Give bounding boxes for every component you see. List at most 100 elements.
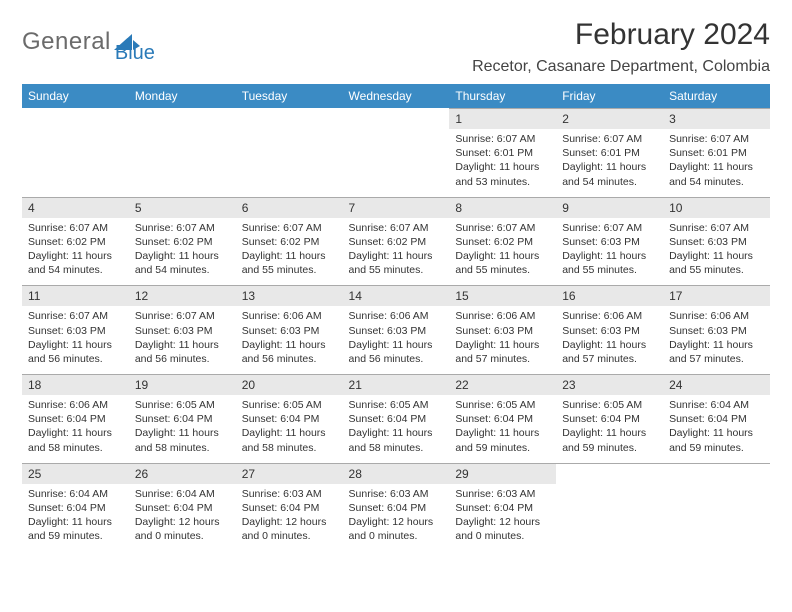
detail-line: and 56 minutes. — [242, 352, 337, 366]
detail-line: Sunset: 6:04 PM — [28, 412, 123, 426]
detail-line: Daylight: 11 hours — [28, 515, 123, 529]
day-details: Sunrise: 6:03 AMSunset: 6:04 PMDaylight:… — [343, 484, 450, 552]
detail-line: Sunset: 6:02 PM — [28, 235, 123, 249]
detail-line: Sunset: 6:04 PM — [28, 501, 123, 515]
logo-text-blue: Blue — [115, 42, 155, 65]
detail-line: and 54 minutes. — [28, 263, 123, 277]
detail-line: Daylight: 11 hours — [349, 426, 444, 440]
detail-line: Sunrise: 6:07 AM — [455, 221, 550, 235]
day-details: Sunrise: 6:05 AMSunset: 6:04 PMDaylight:… — [129, 395, 236, 463]
month-title: February 2024 — [472, 18, 770, 52]
day-number: 12 — [129, 285, 236, 306]
detail-line: Daylight: 11 hours — [669, 426, 764, 440]
detail-line: Sunrise: 6:07 AM — [669, 132, 764, 146]
day-number: 7 — [343, 197, 450, 218]
day-number: 15 — [449, 285, 556, 306]
detail-line: Sunrise: 6:04 AM — [669, 398, 764, 412]
detail-line: Sunrise: 6:06 AM — [669, 309, 764, 323]
detail-line: Sunrise: 6:03 AM — [242, 487, 337, 501]
detail-line: Sunset: 6:01 PM — [669, 146, 764, 160]
detail-line: and 57 minutes. — [455, 352, 550, 366]
detail-line: Sunrise: 6:05 AM — [242, 398, 337, 412]
day-number — [663, 463, 770, 484]
day-number — [129, 108, 236, 128]
day-number: 11 — [22, 285, 129, 306]
detail-line: Daylight: 11 hours — [455, 338, 550, 352]
detail-line: Sunrise: 6:07 AM — [28, 221, 123, 235]
detail-line: Sunset: 6:03 PM — [349, 324, 444, 338]
detail-line: Sunset: 6:03 PM — [562, 235, 657, 249]
detail-line: and 53 minutes. — [455, 175, 550, 189]
detail-line: Sunset: 6:03 PM — [28, 324, 123, 338]
detail-line: Sunrise: 6:06 AM — [242, 309, 337, 323]
day-number: 23 — [556, 374, 663, 395]
detail-line: Daylight: 11 hours — [28, 249, 123, 263]
detail-line: and 0 minutes. — [349, 529, 444, 543]
day-details: Sunrise: 6:05 AMSunset: 6:04 PMDaylight:… — [449, 395, 556, 463]
detail-line: Sunset: 6:01 PM — [562, 146, 657, 160]
detail-line: and 59 minutes. — [669, 441, 764, 455]
detail-line: Sunset: 6:04 PM — [669, 412, 764, 426]
detail-line: Sunrise: 6:07 AM — [562, 132, 657, 146]
day-number: 1 — [449, 108, 556, 129]
day-number — [556, 463, 663, 484]
calendar-body: 123Sunrise: 6:07 AMSunset: 6:01 PMDaylig… — [22, 108, 770, 551]
location-label: Recetor, Casanare Department, Colombia — [472, 58, 770, 76]
day-header-wednesday: Wednesday — [343, 84, 450, 108]
day-details: Sunrise: 6:07 AMSunset: 6:01 PMDaylight:… — [663, 129, 770, 197]
detail-line: and 58 minutes. — [349, 441, 444, 455]
day-details: Sunrise: 6:07 AMSunset: 6:01 PMDaylight:… — [449, 129, 556, 197]
detail-line: Daylight: 12 hours — [349, 515, 444, 529]
detail-line: Daylight: 11 hours — [455, 160, 550, 174]
day-number: 25 — [22, 463, 129, 484]
detail-line: and 58 minutes. — [242, 441, 337, 455]
detail-line: Sunrise: 6:05 AM — [455, 398, 550, 412]
week-num-row: 45678910 — [22, 197, 770, 218]
day-details: Sunrise: 6:04 AMSunset: 6:04 PMDaylight:… — [129, 484, 236, 552]
detail-line: Daylight: 11 hours — [135, 338, 230, 352]
day-details — [129, 129, 236, 191]
detail-line: and 56 minutes. — [135, 352, 230, 366]
detail-line: Sunset: 6:03 PM — [562, 324, 657, 338]
detail-line: Sunrise: 6:06 AM — [455, 309, 550, 323]
day-details — [236, 129, 343, 191]
day-number: 21 — [343, 374, 450, 395]
day-details: Sunrise: 6:06 AMSunset: 6:03 PMDaylight:… — [236, 306, 343, 374]
week-num-row: 18192021222324 — [22, 374, 770, 395]
day-number: 4 — [22, 197, 129, 218]
detail-line: Sunrise: 6:03 AM — [349, 487, 444, 501]
day-header-monday: Monday — [129, 84, 236, 108]
detail-line: Daylight: 12 hours — [242, 515, 337, 529]
day-number: 5 — [129, 197, 236, 218]
detail-line: Sunset: 6:03 PM — [242, 324, 337, 338]
logo-text-gray: General — [22, 28, 111, 56]
detail-line: Daylight: 11 hours — [349, 249, 444, 263]
detail-line: Sunrise: 6:04 AM — [135, 487, 230, 501]
detail-line: Sunset: 6:03 PM — [135, 324, 230, 338]
detail-line: Sunrise: 6:03 AM — [455, 487, 550, 501]
day-number: 8 — [449, 197, 556, 218]
detail-line: Sunrise: 6:07 AM — [135, 309, 230, 323]
detail-line: and 56 minutes. — [349, 352, 444, 366]
week-num-row: 2526272829 — [22, 463, 770, 484]
detail-line: Sunset: 6:02 PM — [135, 235, 230, 249]
day-details: Sunrise: 6:06 AMSunset: 6:03 PMDaylight:… — [343, 306, 450, 374]
detail-line: Sunrise: 6:07 AM — [455, 132, 550, 146]
detail-line: Sunset: 6:01 PM — [455, 146, 550, 160]
detail-line: Sunrise: 6:07 AM — [135, 221, 230, 235]
detail-line: Sunset: 6:03 PM — [455, 324, 550, 338]
day-header-row: SundayMondayTuesdayWednesdayThursdayFrid… — [22, 84, 770, 108]
detail-line: and 0 minutes. — [135, 529, 230, 543]
day-details — [556, 484, 663, 546]
detail-line: and 55 minutes. — [669, 263, 764, 277]
detail-line: Sunset: 6:04 PM — [349, 412, 444, 426]
detail-line: Sunrise: 6:06 AM — [562, 309, 657, 323]
day-details: Sunrise: 6:07 AMSunset: 6:02 PMDaylight:… — [343, 218, 450, 286]
detail-line: and 54 minutes. — [562, 175, 657, 189]
detail-line: Sunrise: 6:07 AM — [562, 221, 657, 235]
detail-line: Daylight: 11 hours — [242, 338, 337, 352]
day-details: Sunrise: 6:07 AMSunset: 6:03 PMDaylight:… — [663, 218, 770, 286]
detail-line: Daylight: 11 hours — [562, 160, 657, 174]
detail-line: Daylight: 11 hours — [135, 426, 230, 440]
week-detail-row: Sunrise: 6:07 AMSunset: 6:02 PMDaylight:… — [22, 218, 770, 286]
